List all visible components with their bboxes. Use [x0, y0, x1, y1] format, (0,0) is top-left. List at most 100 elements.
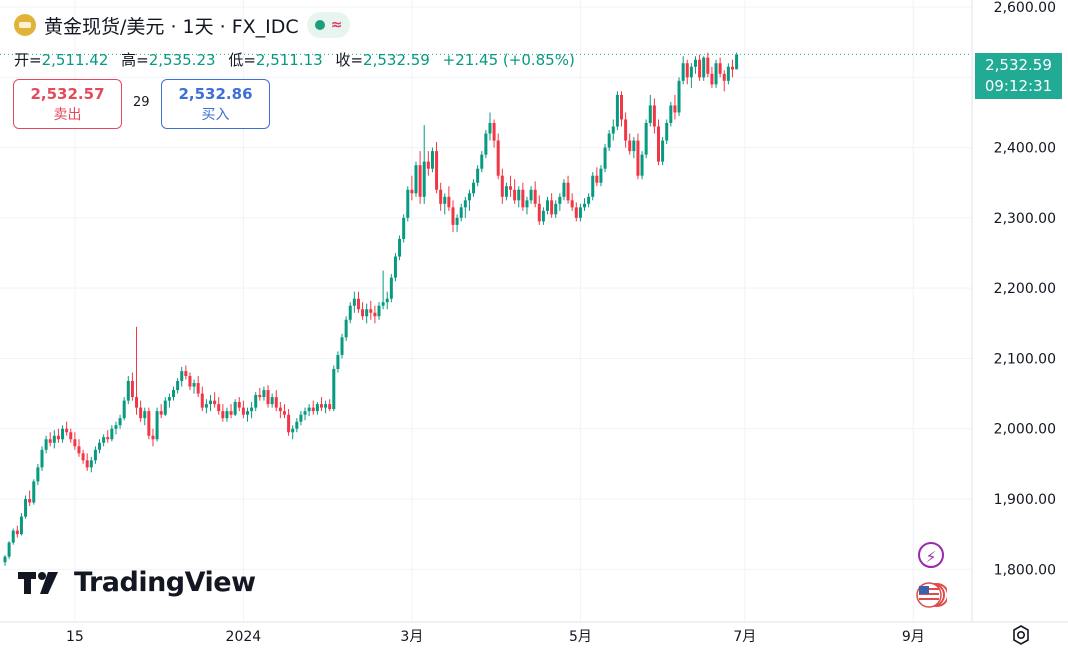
- ohlc-legend: 开=2,511.42 高=2,535.23 低=2,511.13 收=2,532…: [14, 49, 583, 70]
- candle: [61, 425, 65, 443]
- candle-body: [344, 319, 348, 338]
- candle: [106, 430, 110, 443]
- candle-body: [291, 428, 295, 433]
- candle: [722, 70, 726, 92]
- candle-body: [693, 59, 697, 67]
- candle-body: [15, 530, 19, 535]
- candle: [570, 193, 574, 211]
- candle-body: [217, 404, 221, 412]
- candle: [603, 144, 607, 173]
- last-price-tag: 2,532.59 09:12:31: [975, 53, 1062, 99]
- candle-body: [19, 516, 23, 535]
- candle: [15, 525, 19, 538]
- candle-body: [209, 400, 212, 405]
- lightning-icon[interactable]: ⚡: [918, 542, 944, 568]
- candle-body: [554, 203, 558, 215]
- candle-body: [385, 298, 389, 303]
- candle: [44, 435, 48, 454]
- candle: [595, 167, 599, 187]
- candle: [541, 207, 545, 225]
- candle: [328, 399, 332, 412]
- candle: [180, 366, 184, 387]
- candle: [118, 414, 122, 429]
- candle-body: [36, 467, 40, 482]
- candle-body: [336, 354, 340, 369]
- candle: [447, 186, 451, 211]
- candle-body: [167, 397, 171, 401]
- candle-body: [410, 189, 414, 194]
- candle-body: [361, 309, 365, 317]
- open-value: 2,511.42: [41, 51, 109, 69]
- candle-body: [558, 196, 562, 204]
- candle: [258, 387, 262, 401]
- candle: [558, 193, 562, 211]
- candle-body: [180, 371, 184, 381]
- candle: [476, 165, 480, 187]
- candle-body: [352, 298, 356, 306]
- candle-body: [188, 376, 192, 387]
- candle: [439, 182, 443, 211]
- candle-body: [106, 437, 110, 440]
- candle-body: [250, 407, 254, 412]
- candle-body: [81, 453, 85, 461]
- candle-body: [56, 435, 60, 440]
- candle-body: [163, 400, 167, 415]
- x-tick-label: 9月: [902, 629, 925, 645]
- candle-body: [233, 402, 237, 415]
- candle: [410, 175, 414, 201]
- settings-icon[interactable]: [1010, 624, 1032, 646]
- candle-body: [463, 200, 467, 208]
- symbol-title[interactable]: 黄金现货/美元 · 1天 · FX_IDC: [44, 15, 299, 38]
- high-value: 2,535.23: [148, 51, 216, 69]
- candle: [504, 182, 508, 201]
- candle-body: [591, 175, 595, 197]
- candle-body: [118, 418, 122, 426]
- candle: [373, 305, 377, 324]
- candle-body: [172, 390, 176, 398]
- candle-body: [504, 186, 508, 197]
- candle-body: [93, 449, 97, 461]
- candle-body: [546, 200, 550, 211]
- candle: [200, 386, 204, 412]
- candle: [340, 333, 344, 359]
- candle-body: [122, 400, 126, 419]
- candle-body: [636, 140, 640, 176]
- candle: [365, 303, 369, 324]
- candle: [130, 372, 134, 401]
- candle: [521, 182, 525, 211]
- sell-button[interactable]: 2,532.57 卖出: [13, 79, 122, 129]
- candle-body: [28, 499, 32, 503]
- change-value: +21.45 (+0.85%): [442, 51, 575, 69]
- candle-body: [147, 411, 151, 436]
- candle-body: [714, 63, 718, 85]
- candle-body: [595, 175, 599, 183]
- x-axis: 15 2024 3月 5月 7月 9月: [66, 629, 925, 645]
- candle-body: [488, 122, 492, 134]
- candle: [319, 397, 323, 412]
- open-label: 开=: [14, 51, 42, 69]
- candle-body: [373, 312, 377, 317]
- candle: [287, 409, 291, 436]
- candle-body: [702, 57, 706, 78]
- candle-body: [583, 203, 587, 208]
- tradingview-logo[interactable]: TradingView: [18, 567, 256, 598]
- candle: [624, 112, 628, 148]
- market-status-icon[interactable]: ≈: [306, 12, 351, 38]
- candle: [443, 193, 447, 215]
- candle: [496, 133, 500, 180]
- close-value: 2,532.59: [363, 51, 430, 69]
- candle-body: [550, 200, 554, 215]
- us-flag-icon[interactable]: [915, 580, 947, 610]
- candle: [710, 66, 714, 88]
- candle-body: [287, 414, 291, 433]
- buy-button[interactable]: 2,532.86 买入: [161, 79, 270, 129]
- candle-body: [656, 126, 660, 162]
- candle: [245, 407, 249, 422]
- candle: [213, 392, 217, 408]
- candle-body: [661, 140, 665, 162]
- last-price-value: 2,532.59: [985, 56, 1052, 74]
- candle-body: [632, 140, 636, 152]
- candle-body: [151, 435, 155, 440]
- candle: [488, 112, 492, 141]
